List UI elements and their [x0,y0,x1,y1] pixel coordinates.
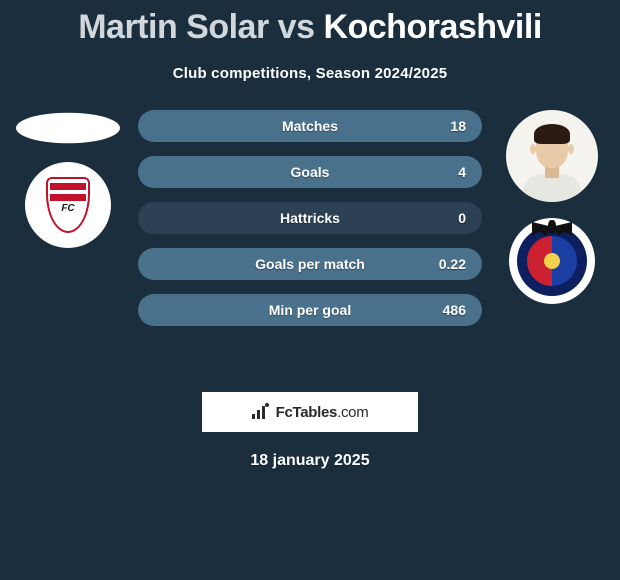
branding-text: FcTables.com [276,404,369,421]
title-player2: Kochorashvili [323,8,541,46]
stat-value: 486 [443,302,466,318]
stat-row: Goals per match0.22 [138,248,482,280]
player-face-icon [522,124,582,202]
branding-bold: FcTables [276,404,338,421]
stat-label: Matches [138,118,482,134]
date-text: 18 january 2025 [0,452,620,470]
player2-club-badge [509,218,595,304]
comparison-content: FC Matches18G [0,110,620,370]
stat-row: Min per goal486 [138,294,482,326]
player1-club-badge: FC [25,162,111,248]
player1-avatar-placeholder [16,113,120,144]
player2-avatar [506,110,598,202]
branding-light: .com [337,404,368,421]
title-player1: Martin Solar [78,8,268,46]
branding-box[interactable]: FcTables.com [202,392,418,432]
granada-crest-icon: FC [46,177,90,233]
stat-value: 18 [450,118,466,134]
stat-row: Matches18 [138,110,482,142]
stat-value: 0 [458,210,466,226]
right-column [492,110,612,304]
subtitle: Club competitions, Season 2024/2025 [0,65,620,82]
levante-crest-icon [517,226,587,296]
stat-label: Min per goal [138,302,482,318]
stat-label: Goals per match [138,256,482,272]
page-title: Martin Solar vs Kochorashvili [0,0,620,47]
stat-value: 4 [458,164,466,180]
fctables-logo-icon [252,405,270,419]
stat-label: Goals [138,164,482,180]
granada-fc-text: FC [46,203,90,214]
left-column: FC [8,110,128,248]
title-vs: vs [278,8,315,46]
stat-row: Goals4 [138,156,482,188]
stats-list: Matches18 Goals4 Hattricks0 Goals per match… [138,110,482,326]
stat-value: 0.22 [439,256,466,272]
stat-row: Hattricks0 [138,202,482,234]
stat-label: Hattricks [138,210,482,226]
